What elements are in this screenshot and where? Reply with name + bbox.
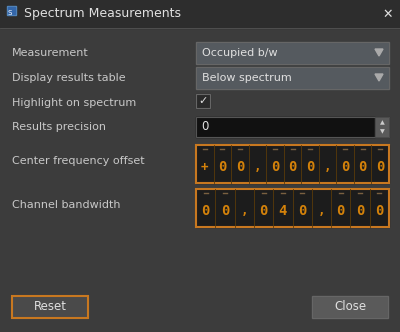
Bar: [312, 296, 388, 318]
Text: ,: ,: [324, 160, 331, 174]
Text: 0: 0: [236, 160, 244, 174]
Bar: [196, 67, 389, 89]
Text: 0: 0: [218, 160, 226, 174]
Text: ,: ,: [240, 205, 248, 217]
Bar: [196, 117, 389, 137]
Text: Display results table: Display results table: [12, 73, 126, 83]
Text: ✓: ✓: [198, 96, 208, 106]
Text: 0: 0: [375, 204, 384, 218]
Bar: [196, 145, 389, 183]
Bar: [196, 94, 210, 108]
Bar: [12, 296, 88, 318]
Text: 0: 0: [288, 160, 297, 174]
Text: 0: 0: [201, 121, 208, 133]
Text: ▼: ▼: [380, 129, 384, 134]
Polygon shape: [375, 49, 383, 56]
Text: 0: 0: [306, 160, 314, 174]
Text: 0: 0: [336, 204, 345, 218]
Text: 0: 0: [358, 160, 367, 174]
Text: +: +: [201, 160, 208, 174]
Bar: [375, 117, 389, 137]
Text: 4: 4: [279, 204, 287, 218]
Text: Results precision: Results precision: [12, 122, 106, 132]
Bar: [196, 42, 389, 64]
Text: 0: 0: [356, 204, 364, 218]
Text: Occupied b/w: Occupied b/w: [202, 48, 278, 58]
Polygon shape: [375, 74, 383, 81]
Text: 0: 0: [376, 160, 384, 174]
Text: Below spectrum: Below spectrum: [202, 73, 292, 83]
Text: ,: ,: [318, 205, 325, 217]
Bar: [7, 6, 16, 15]
Text: 0: 0: [259, 204, 268, 218]
Text: Close: Close: [334, 300, 366, 313]
Text: Center frequency offset: Center frequency offset: [12, 156, 145, 166]
Text: 0: 0: [202, 204, 210, 218]
Text: Highlight on spectrum: Highlight on spectrum: [12, 98, 136, 108]
Text: Measurement: Measurement: [12, 48, 89, 58]
Text: ,: ,: [254, 160, 261, 174]
Bar: [8, 7, 15, 14]
Bar: [0, 0, 400, 28]
Text: Spectrum Measurements: Spectrum Measurements: [24, 8, 181, 21]
Text: ✕: ✕: [383, 8, 393, 21]
Text: Channel bandwidth: Channel bandwidth: [12, 200, 120, 210]
Bar: [196, 189, 389, 227]
Text: 0: 0: [298, 204, 306, 218]
Text: 0: 0: [271, 160, 279, 174]
Text: 0: 0: [221, 204, 229, 218]
Text: 0: 0: [341, 160, 349, 174]
Text: ▲: ▲: [380, 120, 384, 125]
Text: S: S: [8, 10, 12, 16]
Text: Reset: Reset: [34, 300, 66, 313]
